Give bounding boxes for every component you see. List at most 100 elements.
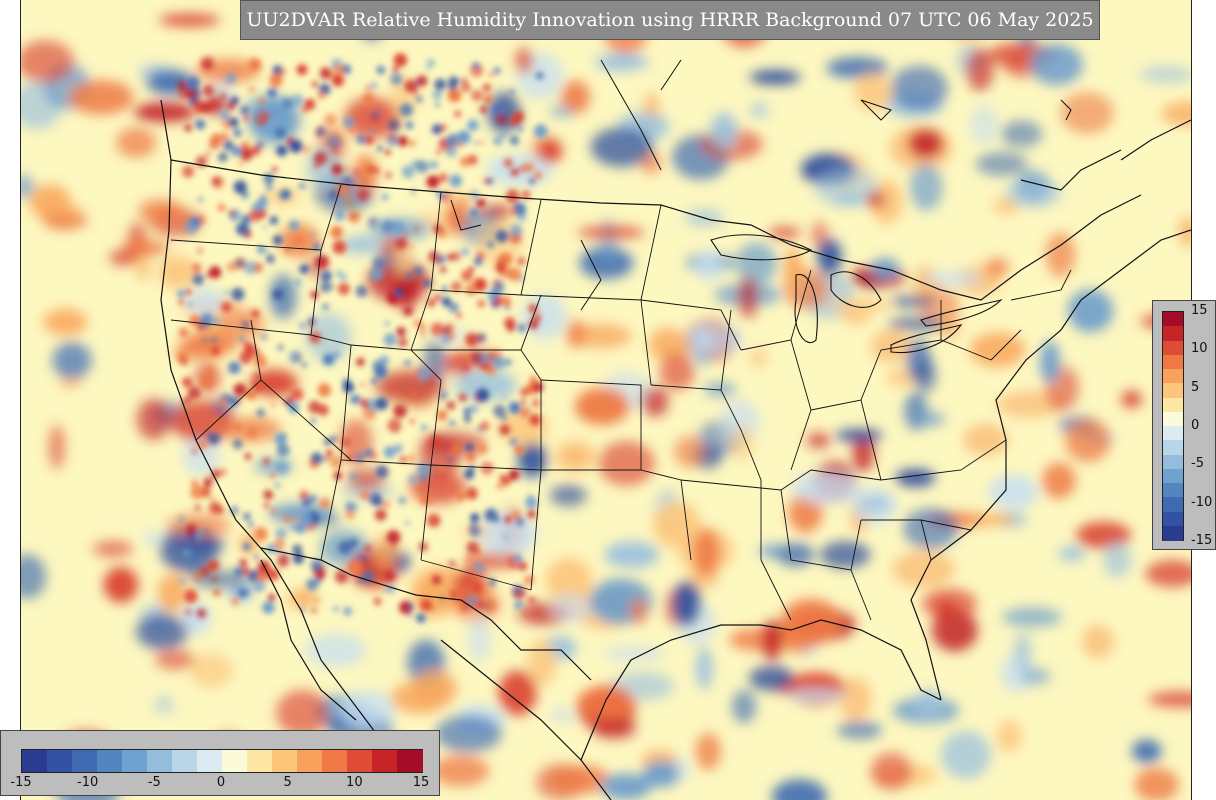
- innovation-speckle: [509, 135, 520, 146]
- colorbar-tick-label: -10: [77, 775, 99, 790]
- innovation-speckle: [448, 76, 460, 87]
- innovation-speckle: [420, 331, 426, 336]
- innovation-speckle: [213, 589, 221, 597]
- innovation-speckle: [277, 344, 284, 351]
- innovation-speckle: [343, 116, 355, 128]
- innovation-blob: [922, 588, 977, 619]
- innovation-blob: [133, 102, 196, 122]
- innovation-speckle: [364, 544, 372, 552]
- innovation-speckle: [483, 178, 489, 184]
- innovation-blob: [103, 566, 139, 603]
- innovation-blob: [269, 274, 297, 319]
- innovation-blob: [566, 319, 586, 348]
- colorbar-segment: [172, 750, 199, 772]
- innovation-speckle: [475, 388, 490, 402]
- innovation-speckle: [405, 273, 412, 280]
- innovation-speckle: [495, 113, 508, 125]
- innovation-speckle: [503, 534, 509, 540]
- innovation-speckle: [294, 279, 301, 286]
- innovation-speckle: [465, 487, 478, 500]
- innovation-speckle: [454, 110, 462, 118]
- innovation-speckle: [248, 58, 262, 72]
- innovation-speckle: [228, 117, 239, 128]
- innovation-speckle: [484, 354, 491, 361]
- innovation-blob: [806, 433, 831, 448]
- innovation-speckle: [266, 543, 277, 554]
- innovation-speckle: [337, 282, 350, 295]
- innovation-blob: [750, 347, 768, 368]
- innovation-blob: [784, 248, 803, 292]
- innovation-speckle: [426, 66, 431, 71]
- innovation-speckle: [322, 303, 329, 310]
- innovation-speckle: [438, 172, 449, 183]
- innovation-speckle: [466, 594, 478, 606]
- innovation-speckle: [469, 266, 475, 272]
- innovation-blob: [860, 496, 890, 512]
- innovation-speckle: [243, 115, 250, 121]
- innovation-speckle: [368, 451, 378, 461]
- innovation-blob: [940, 311, 960, 340]
- innovation-blob: [550, 593, 591, 623]
- innovation-speckle: [314, 163, 320, 168]
- innovation-speckle: [233, 180, 247, 194]
- innovation-blob: [1081, 624, 1114, 659]
- innovation-speckle: [317, 577, 322, 583]
- innovation-blob: [577, 686, 635, 721]
- innovation-speckle: [445, 145, 458, 158]
- innovation-speckle: [248, 521, 254, 528]
- innovation-speckle: [268, 111, 273, 117]
- innovation-speckle: [267, 594, 276, 602]
- colorbar-tick-label: 0: [1191, 418, 1200, 433]
- innovation-blob: [454, 369, 517, 401]
- innovation-speckle: [231, 287, 245, 301]
- innovation-speckle: [311, 232, 316, 237]
- innovation-blob: [890, 65, 948, 111]
- innovation-speckle: [388, 119, 400, 132]
- innovation-speckle: [184, 87, 196, 99]
- innovation-speckle: [218, 152, 228, 163]
- innovation-speckle: [294, 522, 306, 534]
- innovation-blob: [750, 102, 769, 119]
- east-coastline: [910, 229, 1191, 701]
- innovation-speckle: [360, 490, 369, 500]
- innovation-speckle: [333, 606, 339, 612]
- innovation-blob: [21, 175, 34, 199]
- innovation-speckle: [319, 281, 332, 293]
- innovation-speckle: [229, 396, 240, 407]
- innovation-blob: [814, 166, 879, 207]
- innovation-speckle: [270, 472, 276, 479]
- innovation-speckle: [294, 237, 303, 245]
- colorbar-segment: [197, 750, 224, 772]
- innovation-speckle: [271, 166, 278, 173]
- innovation-speckle: [501, 414, 508, 421]
- innovation-speckle: [344, 501, 355, 512]
- innovation-speckle: [387, 418, 402, 433]
- innovation-blob: [180, 333, 239, 354]
- innovation-speckle: [314, 254, 329, 269]
- innovation-speckle: [446, 400, 456, 410]
- innovation-blob: [1042, 462, 1076, 499]
- innovation-speckle: [239, 147, 253, 161]
- innovation-speckle: [381, 219, 395, 233]
- innovation-speckle: [195, 119, 206, 130]
- innovation-speckle: [286, 398, 291, 404]
- innovation-speckle: [485, 98, 491, 104]
- rh-innovation-map: [20, 0, 1192, 800]
- innovation-blob: [290, 589, 317, 604]
- innovation-blob: [174, 536, 225, 551]
- northern-lakes: [450, 59, 1072, 311]
- innovation-speckle: [373, 597, 382, 606]
- innovation-speckle: [253, 146, 259, 152]
- innovation-speckle: [332, 240, 347, 255]
- innovation-speckle: [461, 77, 468, 84]
- innovation-speckle: [532, 381, 544, 393]
- innovation-blob: [1045, 232, 1076, 278]
- horizontal-colorbar-gradient: [21, 749, 424, 773]
- innovation-blob: [889, 295, 936, 308]
- innovation-speckle: [523, 574, 535, 586]
- innovation-blob: [549, 105, 575, 118]
- innovation-speckle: [499, 252, 513, 266]
- innovation-speckle: [408, 473, 419, 485]
- innovation-speckle: [372, 257, 385, 270]
- innovation-blob: [52, 341, 92, 380]
